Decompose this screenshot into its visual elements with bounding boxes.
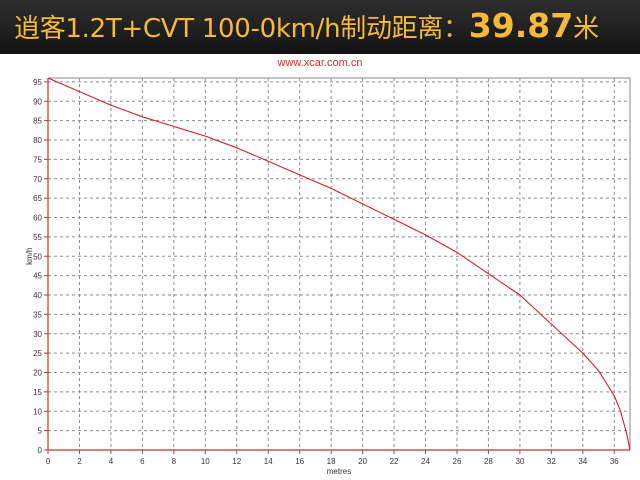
x-tick-label: 26 — [453, 457, 462, 466]
y-tick-label: 15 — [33, 388, 42, 397]
y-tick-label: 35 — [33, 310, 42, 319]
y-tick-label: 50 — [33, 252, 42, 261]
x-tick-label: 8 — [172, 457, 177, 466]
y-tick-label: 80 — [33, 136, 42, 145]
braking-distance-value: 39.87 — [468, 6, 574, 45]
x-tick-label: 18 — [327, 457, 336, 466]
x-tick-label: 36 — [610, 457, 619, 466]
speed-distance-line — [47, 77, 631, 451]
x-tick-label: 0 — [46, 457, 51, 466]
plot-area — [48, 78, 630, 450]
y-tick-label: 40 — [33, 291, 42, 300]
y-tick-label: 85 — [33, 117, 42, 126]
y-tick-label: 10 — [33, 407, 42, 416]
y-tick-label: 0 — [38, 446, 43, 455]
y-tick-label: 55 — [33, 233, 42, 242]
x-tick-label: 24 — [421, 457, 430, 466]
y-tick-label: 45 — [33, 272, 42, 281]
y-tick-label: 5 — [38, 427, 43, 436]
y-tick-label: 75 — [33, 155, 42, 164]
y-tick-label: 25 — [33, 349, 42, 358]
page-title: 逍客1.2T+CVT 100-0km/h制动距离：39.87米 — [14, 3, 599, 49]
x-tick-label: 2 — [77, 457, 82, 466]
x-tick-label: 30 — [515, 457, 524, 466]
watermark: www.xcar.com.cn — [277, 57, 363, 69]
y-axis-label: km/h — [25, 248, 34, 265]
y-tick-label: 60 — [33, 214, 42, 223]
y-tick-label: 70 — [33, 175, 42, 184]
x-tick-label: 12 — [232, 457, 241, 466]
x-tick-label: 28 — [484, 457, 493, 466]
y-tick-label: 30 — [33, 330, 42, 339]
x-tick-label: 4 — [109, 457, 114, 466]
title-bar: 逍客1.2T+CVT 100-0km/h制动距离：39.87米 — [0, 0, 640, 54]
title-main: 逍客1.2T+CVT 100-0km/h制动距离： — [14, 14, 469, 44]
braking-chart: 0 2 4 6 8 10 12 14 16 18 20 22 24 26 28 30 32 34 360510152… — [25, 77, 631, 476]
y-tick-label: 65 — [33, 194, 42, 203]
x-tick-label: 34 — [578, 457, 587, 466]
x-tick-label: 16 — [295, 457, 304, 466]
x-tick-label: 20 — [358, 457, 367, 466]
x-tick-label: 14 — [264, 457, 273, 466]
x-tick-label: 10 — [201, 457, 210, 466]
x-tick-label: 22 — [390, 457, 399, 466]
x-tick-label: 32 — [547, 457, 556, 466]
braking-distance-unit: 米 — [573, 14, 600, 44]
x-tick-label: 6 — [140, 457, 145, 466]
y-tick-label: 90 — [33, 97, 42, 106]
y-tick-label: 95 — [33, 78, 42, 87]
y-tick-label: 20 — [33, 369, 42, 378]
x-axis-label: metres — [327, 467, 351, 476]
